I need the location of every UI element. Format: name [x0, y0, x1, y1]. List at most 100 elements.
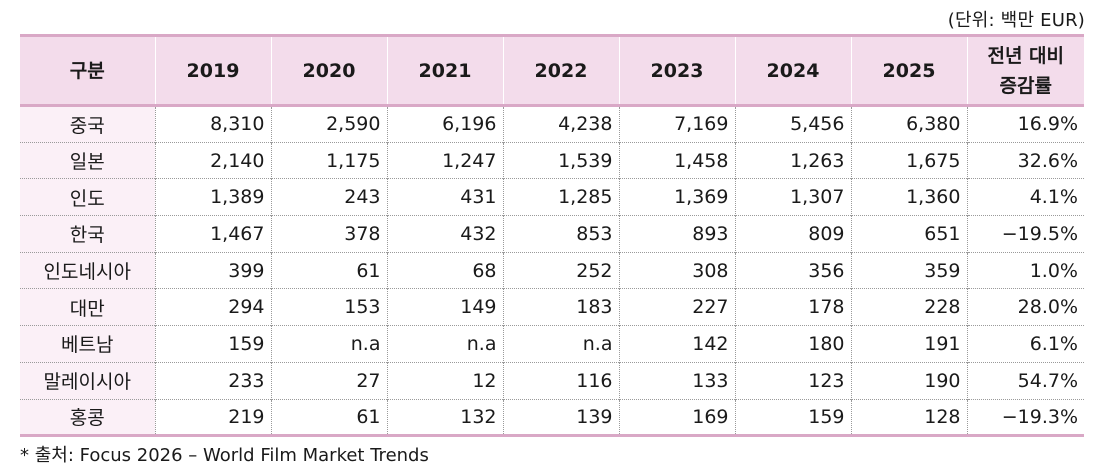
change-cell: 32.6%: [966, 142, 1084, 179]
value-cell: 6,380: [850, 105, 967, 143]
value-cell: 183: [502, 288, 619, 326]
change-cell: 28.0%: [966, 288, 1084, 326]
country-cell: 말레이시아: [20, 362, 155, 399]
country-cell: 인도네시아: [20, 252, 155, 289]
value-cell: 227: [618, 288, 735, 326]
value-cell: 153: [270, 288, 387, 326]
value-cell: 6,196: [386, 105, 503, 143]
header-change: 전년 대비 증감률: [966, 35, 1084, 106]
value-cell: 308: [618, 252, 735, 289]
table-row: 일본 2,140 1,175 1,247 1,539 1,458 1,263 1,675 32.…: [20, 142, 1084, 179]
value-cell: 5,456: [734, 105, 851, 143]
country-cell: 대만: [20, 288, 155, 326]
header-year: 2023: [618, 35, 735, 106]
value-cell: 116: [502, 362, 619, 399]
country-cell: 베트남: [20, 325, 155, 363]
value-cell: 1,458: [618, 142, 735, 179]
table-row: 한국 1,467 378 432 853 893 809 651 −19.5%: [20, 215, 1084, 253]
change-cell: 54.7%: [966, 362, 1084, 399]
value-cell: 1,263: [734, 142, 851, 179]
value-cell: 159: [154, 325, 271, 363]
value-cell: 190: [850, 362, 967, 399]
value-cell: 651: [850, 215, 967, 253]
value-cell: 1,285: [502, 178, 619, 216]
value-cell: 1,467: [154, 215, 271, 253]
value-cell: 128: [850, 399, 967, 436]
header-year: 2022: [502, 35, 619, 106]
value-cell: 132: [386, 399, 503, 436]
header-year: 2020: [270, 35, 387, 106]
value-cell: 2,140: [154, 142, 271, 179]
change-cell: 4.1%: [966, 178, 1084, 216]
value-cell: 169: [618, 399, 735, 436]
value-cell: 123: [734, 362, 851, 399]
header-year: 2025: [850, 35, 967, 106]
value-cell: 431: [386, 178, 503, 216]
value-cell: 219: [154, 399, 271, 436]
value-cell: 1,675: [850, 142, 967, 179]
value-cell: 133: [618, 362, 735, 399]
value-cell: 191: [850, 325, 967, 363]
value-cell: 61: [270, 252, 387, 289]
value-cell: 378: [270, 215, 387, 253]
value-cell: 159: [734, 399, 851, 436]
header-year: 2024: [734, 35, 851, 106]
value-cell: 149: [386, 288, 503, 326]
change-cell: −19.3%: [966, 399, 1084, 436]
value-cell: 178: [734, 288, 851, 326]
value-cell: 399: [154, 252, 271, 289]
value-cell: 1,247: [386, 142, 503, 179]
change-cell: 16.9%: [966, 105, 1084, 143]
country-cell: 중국: [20, 105, 155, 143]
country-cell: 홍콩: [20, 399, 155, 436]
value-cell: 1,307: [734, 178, 851, 216]
value-cell: 356: [734, 252, 851, 289]
header-category: 구분: [20, 35, 155, 106]
value-cell: 7,169: [618, 105, 735, 143]
value-cell: 432: [386, 215, 503, 253]
value-cell: 180: [734, 325, 851, 363]
value-cell: 68: [386, 252, 503, 289]
value-cell: 12: [386, 362, 503, 399]
value-cell: 142: [618, 325, 735, 363]
value-cell: 27: [270, 362, 387, 399]
table-row: 홍콩 219 61 132 139 169 159 128 −19.3%: [20, 399, 1084, 436]
table-row: 베트남 159 n.a n.a n.a 142 180 191 6.1%: [20, 325, 1084, 363]
table-row: 인도 1,389 243 431 1,285 1,369 1,307 1,360 4.1%: [20, 178, 1084, 216]
value-cell: 893: [618, 215, 735, 253]
header-change-line1: 전년 대비: [987, 44, 1065, 67]
value-cell: 2,590: [270, 105, 387, 143]
change-cell: 6.1%: [966, 325, 1084, 363]
value-cell: 4,238: [502, 105, 619, 143]
value-cell: 1,539: [502, 142, 619, 179]
value-cell: 228: [850, 288, 967, 326]
value-cell: 1,360: [850, 178, 967, 216]
header-change-line2: 증감률: [999, 74, 1052, 97]
value-cell: n.a: [502, 325, 619, 363]
value-cell: n.a: [270, 325, 387, 363]
change-cell: −19.5%: [966, 215, 1084, 253]
country-cell: 한국: [20, 215, 155, 253]
country-cell: 인도: [20, 178, 155, 216]
value-cell: n.a: [386, 325, 503, 363]
value-cell: 294: [154, 288, 271, 326]
value-cell: 233: [154, 362, 271, 399]
value-cell: 1,389: [154, 178, 271, 216]
header-row: 구분 2019 2020 2021 2022 2023 2024 2025 전년…: [20, 35, 1084, 106]
table-row: 대만 294 153 149 183 227 178 228 28.0%: [20, 288, 1084, 326]
country-cell: 일본: [20, 142, 155, 179]
table-row: 인도네시아 399 61 68 252 308 356 359 1.0%: [20, 252, 1084, 289]
source-note: * 출처: Focus 2026 – World Film Market Tre…: [20, 445, 429, 466]
value-cell: 139: [502, 399, 619, 436]
value-cell: 8,310: [154, 105, 271, 143]
value-cell: 252: [502, 252, 619, 289]
film-market-table: 구분 2019 2020 2021 2022 2023 2024 2025 전년…: [20, 34, 1084, 437]
table-row: 말레이시아 233 27 12 116 133 123 190 54.7%: [20, 362, 1084, 399]
value-cell: 853: [502, 215, 619, 253]
unit-note: (단위: 백만 EUR): [947, 10, 1085, 31]
value-cell: 809: [734, 215, 851, 253]
table-row: 중국 8,310 2,590 6,196 4,238 7,169 5,456 6,380 16.…: [20, 105, 1084, 143]
header-year: 2019: [154, 35, 271, 106]
value-cell: 1,369: [618, 178, 735, 216]
value-cell: 1,175: [270, 142, 387, 179]
